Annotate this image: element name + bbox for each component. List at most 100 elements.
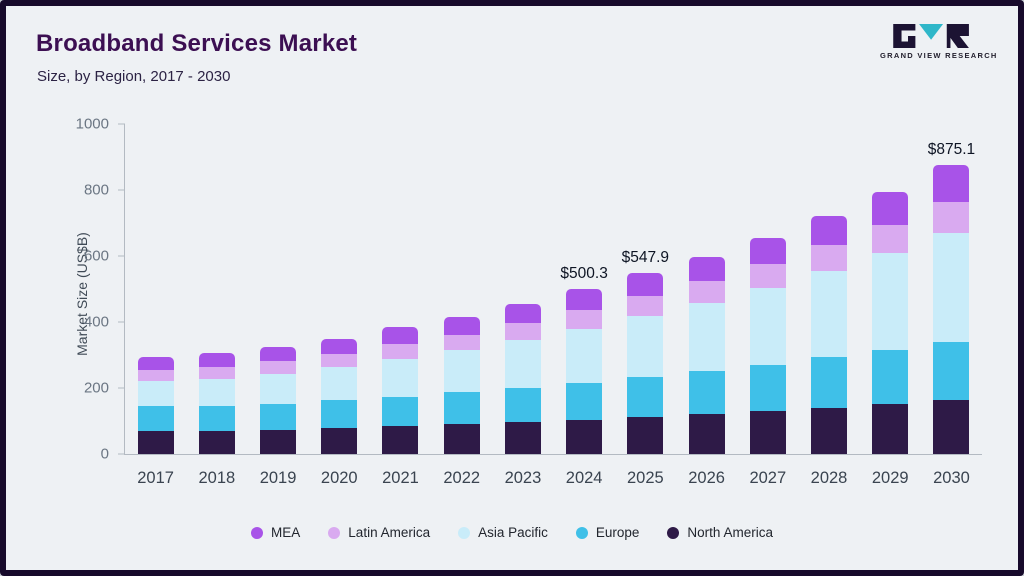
legend-label: Europe (595, 525, 640, 540)
bar-segment-europe (504, 387, 541, 423)
bar-segment-north-america (260, 429, 297, 454)
bar-segment-asia-pacific (688, 302, 725, 372)
bar-segment-north-america (688, 414, 725, 454)
bar-segment-asia-pacific (504, 339, 541, 388)
bar-segment-north-america (933, 399, 970, 454)
bar-value-label: $547.9 (621, 249, 670, 267)
bar-column-2026: 2026 (676, 124, 737, 487)
bar-segment-europe (872, 350, 909, 404)
bar-segment-mea (749, 237, 786, 264)
bar-segment-north-america (137, 430, 174, 454)
x-axis-label: 2030 (933, 469, 970, 487)
bar-column-2024: $500.3 2024 (554, 124, 615, 487)
bar-segment-latin-america (688, 281, 725, 303)
bar-segment-mea (872, 191, 909, 225)
bar-segment-latin-america (321, 354, 358, 368)
y-tick-mark (118, 255, 125, 257)
bar-segment-europe (811, 357, 848, 408)
bar-segment-europe (627, 377, 664, 418)
bar-segment-asia-pacific (811, 270, 848, 358)
bar-segment-asia-pacific (137, 381, 174, 407)
bar-segment-north-america (504, 422, 541, 454)
bar-segment-asia-pacific (321, 367, 358, 401)
page-title: Broadband Services Market (36, 30, 358, 57)
bar-segment-latin-america (811, 245, 848, 271)
bar-segment-mea (137, 356, 174, 370)
legend-item-asia-pacific: Asia Pacific (458, 525, 548, 540)
bar-segment-mea (443, 317, 480, 335)
bar-column-2018: 2018 (186, 124, 247, 487)
bar-segment-europe (382, 396, 419, 427)
bar-segment-europe (260, 403, 297, 430)
bar-segment-asia-pacific (443, 350, 480, 393)
legend-item-europe: Europe (575, 525, 640, 540)
bar-segment-asia-pacific (933, 232, 970, 342)
legend-swatch-north-america (667, 526, 680, 539)
grand-view-research-logo: GRAND VIEW RESEARCH (880, 24, 998, 60)
bar-segment-asia-pacific (382, 358, 419, 397)
bar-segment-mea (566, 288, 603, 311)
bar-value-label: $875.1 (927, 141, 976, 159)
logo-mark-icon (893, 24, 969, 48)
bar-segment-europe (688, 371, 725, 415)
x-axis-label: 2026 (688, 469, 725, 487)
x-axis-label: 2022 (443, 469, 481, 487)
bar-segment-latin-america (443, 334, 480, 351)
bar-segment-europe (321, 400, 358, 429)
bar-segment-mea (811, 216, 848, 246)
bar-column-2023: 2023 (492, 124, 553, 487)
bar-segment-latin-america (198, 366, 235, 379)
bars-container: 2017 2018 2019 2020 2021 2022 2023 $500.3 2024 $5… (125, 124, 982, 487)
y-tick-label: 1000 (75, 115, 109, 133)
page-subtitle: Size, by Region, 2017 - 2030 (37, 68, 231, 85)
plot-area: 2017 2018 2019 2020 2021 2022 2023 $500.3 2024 $5… (76, 116, 982, 487)
bar-segment-north-america (443, 424, 480, 454)
bar-column-2025: $547.9 2025 (615, 124, 676, 487)
bar-segment-mea (382, 326, 419, 345)
bar-segment-latin-america (566, 310, 603, 329)
legend-label: MEA (271, 525, 301, 540)
bar-column-2020: 2020 (309, 124, 370, 487)
y-tick-label: 200 (83, 379, 109, 397)
bar-value-label: $500.3 (560, 264, 608, 282)
y-tick-mark (118, 321, 125, 323)
bar-column-2022: 2022 (431, 124, 492, 487)
bar-segment-mea (933, 165, 970, 202)
bar-segment-mea (504, 303, 541, 324)
bar-segment-north-america (566, 419, 603, 454)
bar-segment-latin-america (933, 201, 970, 233)
bar-segment-latin-america (872, 224, 909, 253)
bar-segment-mea (688, 257, 725, 282)
bar-segment-latin-america (504, 323, 541, 340)
bar-segment-north-america (321, 428, 358, 454)
bar-segment-latin-america (260, 361, 297, 374)
y-tick-label: 600 (83, 247, 109, 265)
legend-swatch-latin-america (328, 526, 341, 539)
x-axis-label: 2025 (627, 469, 664, 487)
x-axis-label: 2020 (320, 469, 358, 487)
bar-segment-asia-pacific (749, 287, 786, 365)
bar-segment-asia-pacific (260, 373, 297, 404)
bar-segment-europe (198, 405, 235, 431)
legend-label: North America (687, 525, 773, 540)
bar-segment-europe (933, 341, 970, 400)
bar-segment-mea (321, 338, 358, 355)
legend-item-mea: MEA (251, 525, 300, 540)
bar-column-2021: 2021 (370, 124, 431, 487)
x-axis-label: 2029 (871, 469, 909, 487)
legend-item-latin-america: Latin America (328, 525, 430, 540)
bar-segment-mea (627, 273, 664, 297)
bar-segment-north-america (198, 430, 235, 454)
bar-column-2017: 2017 (125, 124, 186, 487)
bar-segment-mea (198, 353, 235, 367)
logo-text: GRAND VIEW RESEARCH (880, 51, 998, 60)
legend: MEA Latin America Asia Pacific Europe North … (6, 525, 1018, 540)
bar-segment-europe (443, 392, 480, 425)
x-axis-label: 2027 (749, 469, 787, 487)
y-tick-mark (118, 453, 125, 455)
x-axis-label: 2018 (198, 469, 236, 487)
y-tick-label: 0 (100, 445, 109, 463)
x-axis-label: 2023 (504, 469, 542, 487)
x-axis-label: 2019 (259, 469, 297, 487)
